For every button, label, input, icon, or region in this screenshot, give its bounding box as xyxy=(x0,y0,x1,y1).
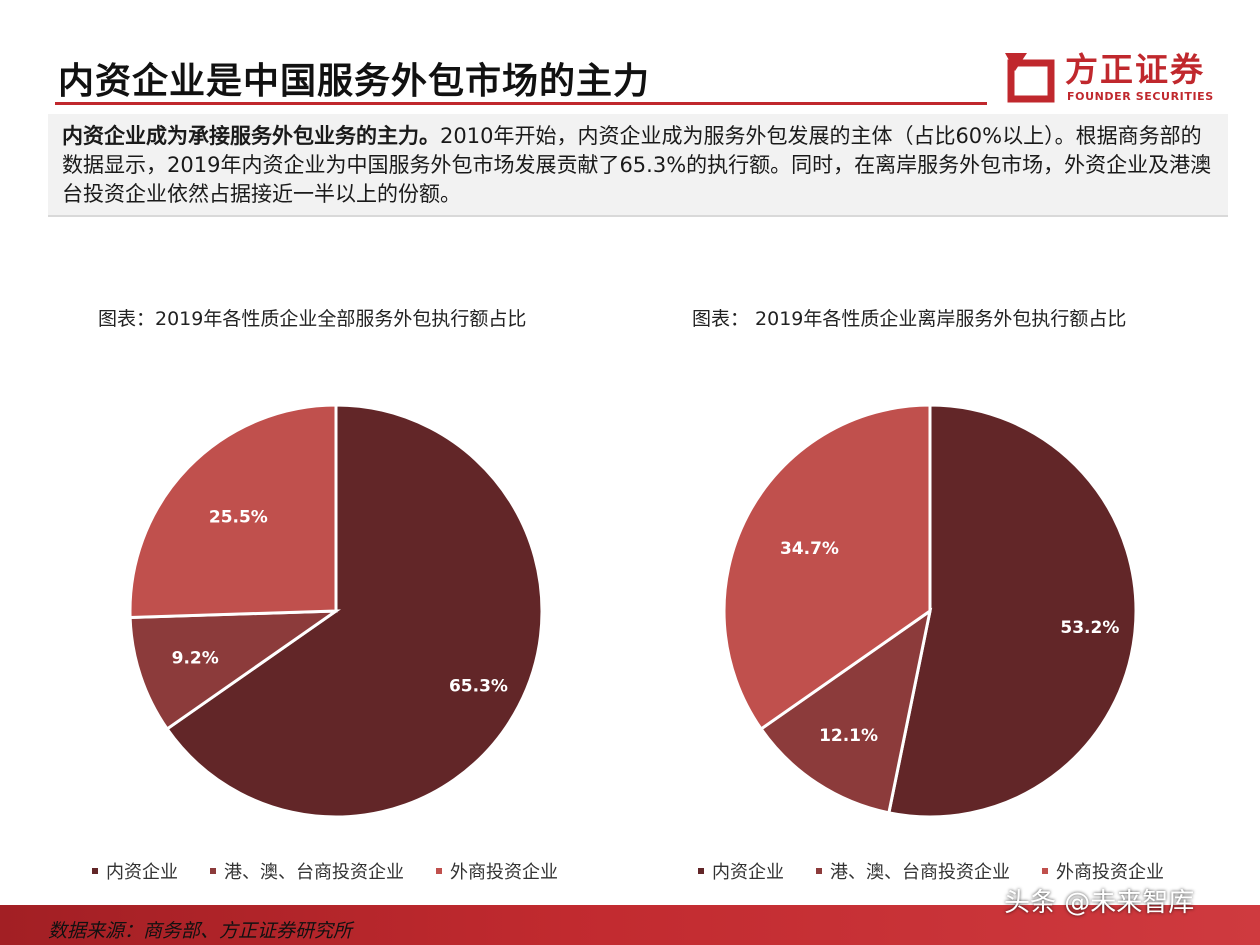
legend-swatch xyxy=(210,868,216,874)
company-logo: 方正证券 FOUNDER SECURITIES xyxy=(1005,50,1220,110)
legend-left: 内资企业 港、澳、台商投资企业 外商投资企业 xyxy=(92,858,590,886)
legend-swatch xyxy=(436,868,442,874)
legend-label: 港、澳、台商投资企业 xyxy=(224,862,404,883)
legend-item-1-0: 内资企业 xyxy=(698,858,784,884)
legend-item-0-2: 外商投资企业 xyxy=(436,858,558,884)
pie-chart-offshore: 53.2% 12.1% 34.7% xyxy=(722,403,1138,819)
pie-data-label-1-2: 34.7% xyxy=(780,539,839,559)
data-source: 数据来源：商务部、方正证券研究所 xyxy=(48,920,353,942)
pie-slice-0-2 xyxy=(128,403,338,620)
legend-swatch xyxy=(1042,868,1048,874)
pie-slice-1-2 xyxy=(722,403,932,732)
pie-slice-1-0 xyxy=(887,403,1138,819)
pie-data-label-0-1: 9.2% xyxy=(172,649,219,669)
pie-data-label-1-0: 53.2% xyxy=(1060,618,1119,638)
legend-label: 外商投资企业 xyxy=(450,862,558,883)
page-title: 内资企业是中国服务外包市场的主力 xyxy=(58,61,651,102)
footer-bar xyxy=(0,905,1260,945)
summary-body: 2010年开始，内资企业成为服务外包发展的主体（占比60%以上）。根据商务部的数… xyxy=(62,124,1212,206)
summary-box: 内资企业成为承接服务外包业务的主力。2010年开始，内资企业成为服务外包发展的主… xyxy=(48,114,1228,217)
summary-lead: 内资企业成为承接服务外包业务的主力。 xyxy=(62,124,440,148)
chart-title-left: 图表：2019年各性质企业全部服务外包执行额占比 xyxy=(98,308,527,330)
legend-right: 内资企业 港、澳、台商投资企业 外商投资企业 xyxy=(698,858,1196,886)
title-divider xyxy=(55,102,987,105)
legend-swatch xyxy=(816,868,822,874)
legend-label: 内资企业 xyxy=(106,862,178,883)
chart-title-right: 图表： 2019年各性质企业离岸服务外包执行额占比 xyxy=(692,308,1127,330)
legend-item-0-1: 港、澳、台商投资企业 xyxy=(210,858,404,884)
pie-chart-total: 65.3% 9.2% 25.5% xyxy=(128,403,544,819)
legend-item-1-2: 外商投资企业 xyxy=(1042,858,1164,884)
pie-data-label-0-2: 25.5% xyxy=(209,507,268,527)
legend-item-1-1: 港、澳、台商投资企业 xyxy=(816,858,1010,884)
pie-data-label-0-0: 65.3% xyxy=(449,676,508,696)
logo-english-name: FOUNDER SECURITIES xyxy=(1067,90,1214,103)
legend-swatch xyxy=(698,868,704,874)
legend-label: 内资企业 xyxy=(712,862,784,883)
pie-slice-1-1 xyxy=(759,607,933,815)
pie-slice-0-1 xyxy=(128,609,341,732)
pie-slice-0-0 xyxy=(164,403,544,819)
founder-logo-icon xyxy=(1005,53,1055,103)
legend-label: 外商投资企业 xyxy=(1056,862,1164,883)
legend-label: 港、澳、台商投资企业 xyxy=(830,862,1010,883)
logo-chinese-name: 方正证券 xyxy=(1065,50,1205,89)
pie-data-label-1-1: 12.1% xyxy=(819,726,878,746)
legend-swatch xyxy=(92,868,98,874)
watermark: 头条 @未来智库 xyxy=(1004,888,1195,918)
legend-item-0-0: 内资企业 xyxy=(92,858,178,884)
